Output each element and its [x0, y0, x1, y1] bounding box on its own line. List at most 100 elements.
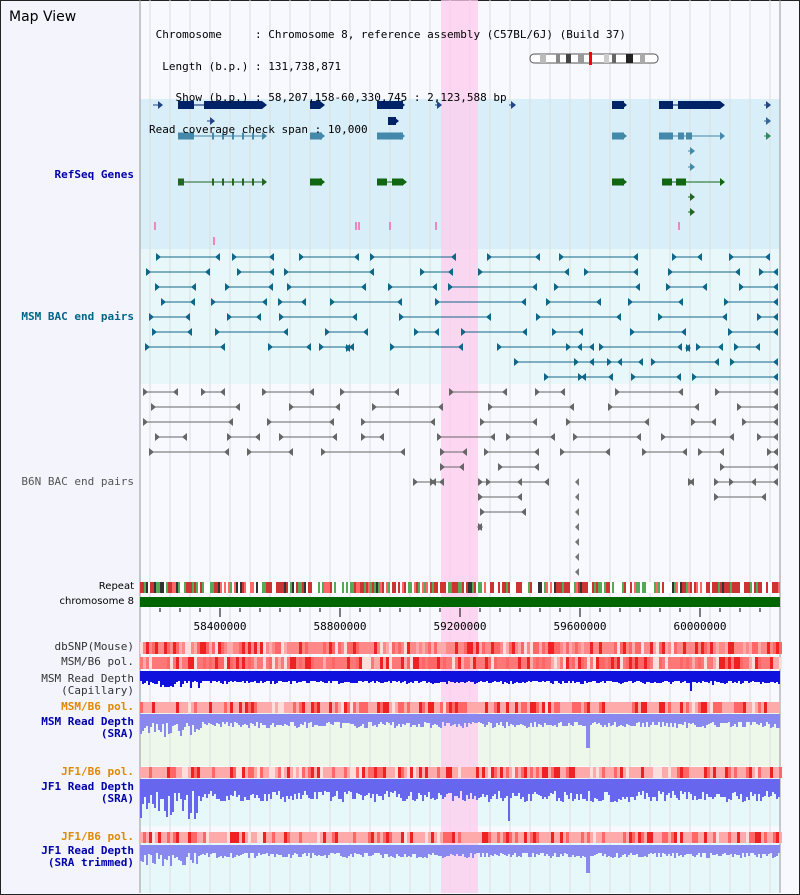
gene-feature[interactable] [310, 178, 325, 186]
bac-end-pair[interactable] [739, 283, 778, 291]
msm-bac-track[interactable] [145, 253, 778, 381]
bac-end-pair[interactable] [279, 313, 357, 321]
bac-end-pair[interactable] [390, 343, 463, 351]
bac-end-marker[interactable] [575, 538, 579, 546]
bac-end-pair[interactable] [584, 268, 638, 276]
bac-end-pair[interactable] [729, 253, 770, 261]
repeat-track[interactable] [140, 582, 780, 593]
bac-end-pair[interactable] [478, 478, 522, 486]
bac-end-marker[interactable] [575, 523, 579, 531]
bac-end-pair[interactable] [506, 433, 555, 441]
bac-end-pair[interactable] [488, 403, 574, 411]
bac-end-pair[interactable] [321, 448, 405, 456]
bac-end-pair[interactable] [361, 433, 384, 441]
bac-end-pair[interactable] [691, 418, 716, 426]
gene-feature[interactable] [377, 178, 407, 186]
bac-end-pair[interactable] [628, 298, 683, 306]
gene-feature[interactable] [662, 178, 725, 186]
refseq-label[interactable]: RefSeq Genes [54, 168, 134, 181]
bac-end-pair[interactable] [414, 328, 439, 336]
bac-end-pair[interactable] [599, 343, 682, 351]
bac-end-pair[interactable] [658, 313, 727, 321]
bac-end-pair[interactable] [728, 328, 778, 336]
highlight-region[interactable] [441, 0, 478, 893]
bac-end-pair[interactable] [737, 403, 778, 411]
gene-feature[interactable] [377, 132, 405, 140]
bac-end-pair[interactable] [361, 418, 435, 426]
gene-feature[interactable] [612, 132, 627, 140]
bac-end-pair[interactable] [574, 358, 622, 366]
bac-end-pair[interactable] [714, 493, 766, 501]
gene-marker[interactable] [358, 222, 360, 230]
bac-end-pair[interactable] [546, 298, 601, 306]
gene-feature[interactable] [688, 147, 695, 155]
bac-end-pair[interactable] [262, 388, 314, 396]
gene-feature[interactable] [310, 132, 325, 140]
bac-end-pair[interactable] [161, 298, 195, 306]
bac-end-pair[interactable] [651, 358, 719, 366]
bac-end-pair[interactable] [146, 268, 210, 276]
bac-end-pair[interactable] [388, 283, 437, 291]
bac-end-pair[interactable] [573, 433, 641, 441]
bac-end-pair[interactable] [608, 403, 699, 411]
bac-end-pair[interactable] [289, 403, 340, 411]
refseq-genes-track[interactable] [153, 101, 771, 245]
bac-end-pair[interactable] [715, 388, 778, 396]
bac-end-pair[interactable] [287, 283, 366, 291]
bac-end-pair[interactable] [372, 403, 443, 411]
gene-feature[interactable] [207, 117, 215, 125]
bac-end-pair[interactable] [642, 448, 687, 456]
gene-feature[interactable] [435, 101, 442, 109]
gene-feature[interactable] [688, 193, 695, 201]
bac-end-pair[interactable] [480, 418, 537, 426]
bac-end-pair[interactable] [227, 313, 261, 321]
gene-feature[interactable] [388, 117, 399, 125]
bac-end-pair[interactable] [559, 253, 638, 261]
gene-feature[interactable] [764, 132, 771, 140]
bac-end-pair[interactable] [215, 328, 288, 336]
bac-end-pair[interactable] [149, 313, 190, 321]
gene-feature[interactable] [178, 178, 267, 186]
bac-end-pair[interactable] [279, 433, 337, 441]
gene-feature[interactable] [659, 101, 725, 109]
bac-end-pair[interactable] [201, 388, 225, 396]
polymorphism-heat-tracks[interactable] [140, 642, 782, 843]
b6n-bac-track[interactable] [143, 388, 778, 576]
bac-end-pair[interactable] [742, 418, 778, 426]
bac-end-pair[interactable] [155, 433, 187, 441]
gene-feature[interactable] [688, 163, 695, 171]
bac-end-pair[interactable] [225, 283, 273, 291]
bac-end-pair[interactable] [666, 283, 707, 291]
bac-end-pair[interactable] [757, 313, 778, 321]
bac-end-pair[interactable] [566, 418, 649, 426]
bac-end-pair[interactable] [440, 463, 464, 471]
bac-end-pair[interactable] [536, 313, 621, 321]
gene-feature[interactable] [764, 101, 771, 109]
bac-end-pair[interactable] [247, 448, 293, 456]
bac-end-pair[interactable] [237, 268, 274, 276]
bac-end-pair[interactable] [578, 373, 586, 381]
bac-end-pair[interactable] [692, 373, 778, 381]
bac-end-pair[interactable] [566, 343, 594, 351]
gene-feature[interactable] [764, 117, 771, 125]
bac-end-pair[interactable] [143, 388, 178, 396]
bac-end-pair[interactable] [420, 268, 453, 276]
msm-bac-label[interactable]: MSM BAC end pairs [21, 310, 134, 323]
bac-end-pair[interactable] [724, 298, 778, 306]
read-depth-tracks[interactable] [140, 671, 780, 873]
bac-end-pair[interactable] [661, 433, 734, 441]
bac-end-pair[interactable] [535, 388, 565, 396]
gene-marker[interactable] [435, 222, 437, 230]
bac-end-pair[interactable] [145, 343, 225, 351]
bac-end-pair[interactable] [688, 478, 694, 486]
bac-end-marker[interactable] [575, 553, 579, 561]
bac-end-pair[interactable] [152, 328, 192, 336]
bac-end-pair[interactable] [487, 253, 540, 261]
bac-end-pair[interactable] [413, 478, 444, 486]
bac-end-marker[interactable] [575, 478, 579, 486]
bac-end-pair[interactable] [437, 433, 495, 441]
bac-end-pair[interactable] [325, 328, 368, 336]
gene-feature[interactable] [153, 101, 163, 109]
bac-end-pair[interactable] [211, 298, 267, 306]
bac-end-pair[interactable] [554, 283, 640, 291]
